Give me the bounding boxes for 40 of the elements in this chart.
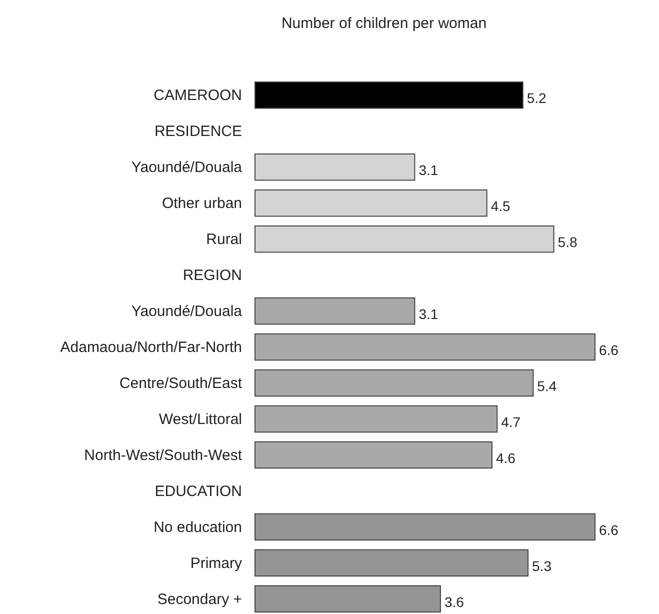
- data-label: 5.2: [526, 90, 547, 106]
- data-label: 6.6: [599, 342, 619, 358]
- y-tick-label: West/Littoral: [158, 410, 242, 428]
- bar: [254, 405, 498, 433]
- data-label: 3.1: [418, 306, 438, 322]
- bar: [254, 297, 416, 325]
- data-label: 4.7: [501, 414, 521, 430]
- data-label: 5.3: [532, 558, 552, 574]
- y-tick-label: CAMEROON: [154, 87, 242, 104]
- bar: [254, 225, 554, 253]
- y-tick-label: Yaoundé/Douala: [131, 159, 243, 176]
- y-tick-label: No education: [154, 518, 242, 536]
- chart-title: Number of children per woman: [281, 15, 487, 32]
- y-tick-label: Adamaoua/North/Far-North: [60, 339, 242, 356]
- bar: [254, 441, 492, 469]
- y-tick-label: Centre/South/East: [119, 374, 243, 392]
- bar: [254, 369, 534, 397]
- y-tick-label: REGION: [182, 267, 242, 284]
- y-tick-label: North-West/South-West: [84, 446, 243, 464]
- y-tick-label: Rural: [206, 231, 242, 248]
- bar: [254, 82, 524, 109]
- y-tick-label: Primary: [190, 554, 242, 572]
- y-tick-label: EDUCATION: [154, 482, 242, 500]
- y-tick-label: Secondary +: [157, 590, 242, 608]
- data-label: 5.8: [558, 234, 578, 250]
- bar: [254, 333, 596, 361]
- bar: [254, 549, 529, 577]
- y-tick-label: Other urban: [162, 195, 242, 212]
- data-label: 5.4: [537, 378, 557, 394]
- data-label: 4.5: [490, 198, 510, 214]
- data-label: 4.6: [496, 450, 516, 466]
- data-label: 6.6: [599, 522, 619, 538]
- y-tick-label: RESIDENCE: [154, 123, 242, 140]
- bar: [254, 153, 416, 181]
- data-label: 3.6: [444, 594, 464, 610]
- bar: [254, 585, 441, 612]
- bar: [254, 513, 596, 541]
- y-tick-label: Yaoundé/Douala: [131, 303, 243, 320]
- bar: [254, 189, 488, 217]
- data-label: 3.1: [418, 162, 438, 178]
